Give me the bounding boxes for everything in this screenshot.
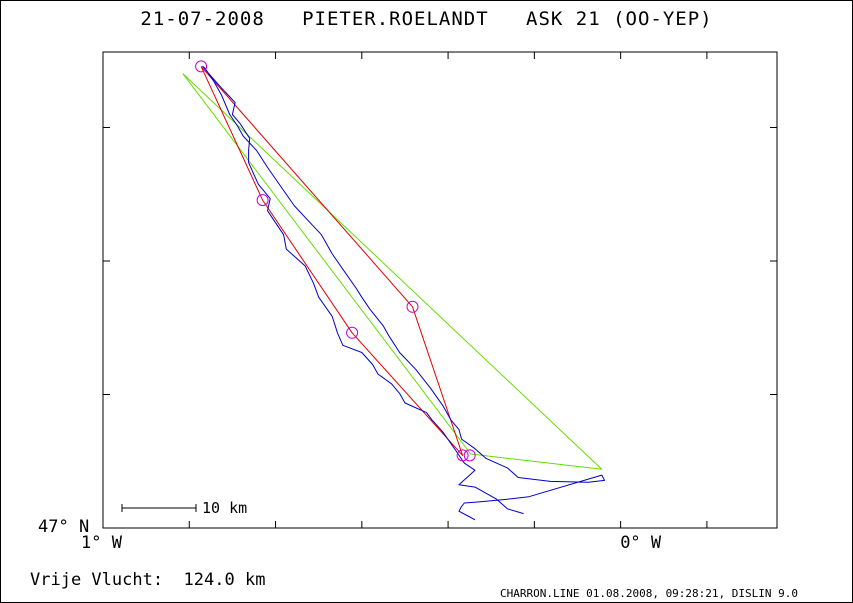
x-tick-label-0: 1° W	[81, 533, 123, 553]
plot-area	[102, 51, 778, 529]
series-layer	[182, 65, 605, 521]
free-flight-label: Vrije Vlucht:	[30, 570, 164, 590]
scale-bar-label: 10 km	[202, 499, 247, 517]
pilot-name: PIETER.ROELANDT	[302, 8, 489, 30]
turnpoint-marker-4	[456, 449, 469, 462]
chart-title: 21-07-2008 PIETER.ROELANDT ASK 21 (OO-YE…	[0, 8, 853, 30]
glider-name: ASK 21 (OO-YEP)	[526, 8, 713, 30]
turnpoint-marker-3	[406, 300, 419, 313]
free-flight-distance: 124.0 km	[183, 570, 266, 590]
turnpoint-markers	[195, 60, 476, 462]
y-tick-label-0: 47° N	[38, 517, 89, 537]
free-flight-triangle-line	[182, 73, 603, 470]
gps-track-line	[202, 65, 605, 521]
turnpoint-marker-5	[463, 449, 476, 462]
turnpoint-marker-1	[256, 194, 269, 207]
scale-bar: 10 km	[121, 499, 247, 517]
task-route-line	[200, 66, 464, 456]
tick-labels: 1° W 0° W 47° N	[38, 517, 662, 553]
flight-date: 21-07-2008	[140, 8, 265, 30]
footer-credits: CHARRON.LINE 01.08.2008, 09:28:21, DISLI…	[500, 587, 799, 600]
x-tick-label-1: 0° W	[620, 533, 662, 553]
turnpoint-marker-0	[195, 60, 208, 73]
turnpoint-marker-2	[346, 326, 359, 339]
free-flight-summary: Vrije Vlucht: 124.0 km	[30, 570, 265, 590]
axis-ticks	[102, 52, 777, 529]
